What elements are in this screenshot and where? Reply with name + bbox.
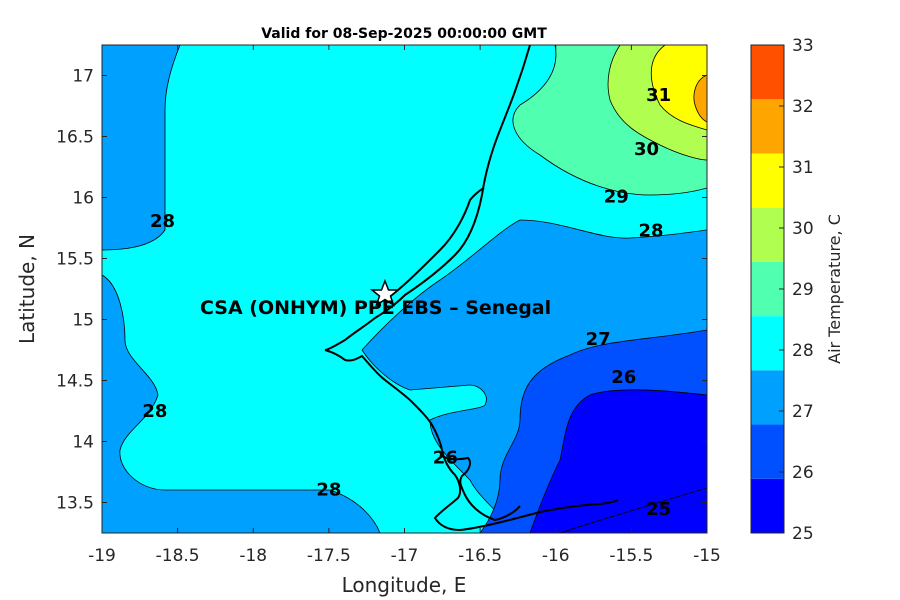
x-tick-label: -15 — [693, 546, 721, 566]
band-32-33 — [693, 74, 707, 123]
river-senegal — [384, 187, 485, 301]
x-axis-ticks: -19 -18.5 -18 -17.5 -17 -16.5 -16 -15.5 -15 — [88, 45, 721, 566]
contour-label: 30 — [634, 139, 659, 160]
x-tick-label: -19 — [88, 546, 116, 566]
colorbar — [751, 45, 784, 533]
contour-line-25 — [559, 487, 707, 533]
contour-label: 27 — [586, 329, 611, 350]
colorbar-swatch — [751, 424, 784, 479]
colorbar-swatch — [751, 316, 784, 371]
coastline — [324, 45, 619, 532]
contour-label: 28 — [150, 211, 175, 232]
gambia-river — [439, 454, 521, 522]
contour-field — [102, 45, 707, 533]
contour-label: 29 — [604, 187, 629, 208]
colorbar-swatch — [751, 261, 784, 317]
x-tick-label: -16 — [542, 546, 570, 566]
x-tick-label: -18 — [239, 546, 267, 566]
y-tick-label: 13.5 — [56, 494, 94, 514]
y-axis-ticks: 17 16.5 16 15.5 15 14.5 14 13.5 — [56, 67, 707, 514]
colorbar-swatch — [751, 207, 784, 262]
contour-label: 28 — [639, 221, 664, 242]
colorbar-tick-label: 32 — [792, 97, 814, 117]
colorbar-tick-label: 28 — [792, 341, 814, 361]
contour-label: 26 — [433, 448, 458, 469]
colorbar-tick-label: 29 — [792, 280, 814, 300]
y-tick-label: 17 — [72, 67, 94, 87]
star-icon — [369, 278, 401, 307]
contour-label: 31 — [646, 85, 671, 106]
y-tick-label: 14.5 — [56, 372, 94, 392]
site-label: CSA (ONHYM) PPE EBS – Senegal — [200, 297, 551, 319]
contour-label: 25 — [646, 499, 671, 520]
band-31-32 — [650, 45, 707, 131]
y-tick-label: 14 — [72, 433, 94, 453]
x-tick-label: -17 — [391, 546, 419, 566]
x-axis-label: Longitude, E — [342, 573, 467, 597]
y-tick-label: 16 — [72, 189, 94, 209]
band-28-29 — [102, 45, 707, 533]
y-tick-label: 15 — [72, 311, 94, 331]
contour-label: 28 — [316, 479, 341, 500]
colorbar-swatch — [751, 99, 784, 154]
band-25-26 — [529, 389, 707, 533]
x-tick-label: -15.5 — [609, 546, 653, 566]
colorbar-swatch — [751, 370, 784, 425]
y-tick-label: 15.5 — [56, 250, 94, 270]
x-tick-label: -17.5 — [307, 546, 351, 566]
colorbar-tick-label: 31 — [792, 158, 814, 178]
colorbar-label: Air Temperature, C — [825, 214, 844, 364]
colorbar-tick-label: 25 — [792, 524, 814, 544]
colorbar-swatch — [751, 153, 784, 208]
contour-label: 28 — [142, 401, 167, 422]
y-axis-label: Latitude, N — [15, 234, 39, 344]
contour-label: 26 — [611, 367, 636, 388]
colorbar-tick-label: 33 — [792, 36, 814, 56]
colorbar-tick-label: 26 — [792, 463, 814, 483]
colorbar-tick-label: 27 — [792, 402, 814, 422]
x-tick-label: -18.5 — [156, 546, 200, 566]
x-tick-label: -16.5 — [458, 546, 502, 566]
colorbar-swatch — [751, 45, 784, 100]
colorbar-tick-label: 30 — [792, 219, 814, 239]
y-tick-label: 16.5 — [56, 128, 94, 148]
colorbar-swatch — [751, 478, 784, 533]
map-title: Valid for 08-Sep-2025 00:00:00 GMT — [261, 26, 547, 42]
colorbar-ticks: 33 32 31 30 29 28 27 26 25 — [779, 36, 814, 544]
